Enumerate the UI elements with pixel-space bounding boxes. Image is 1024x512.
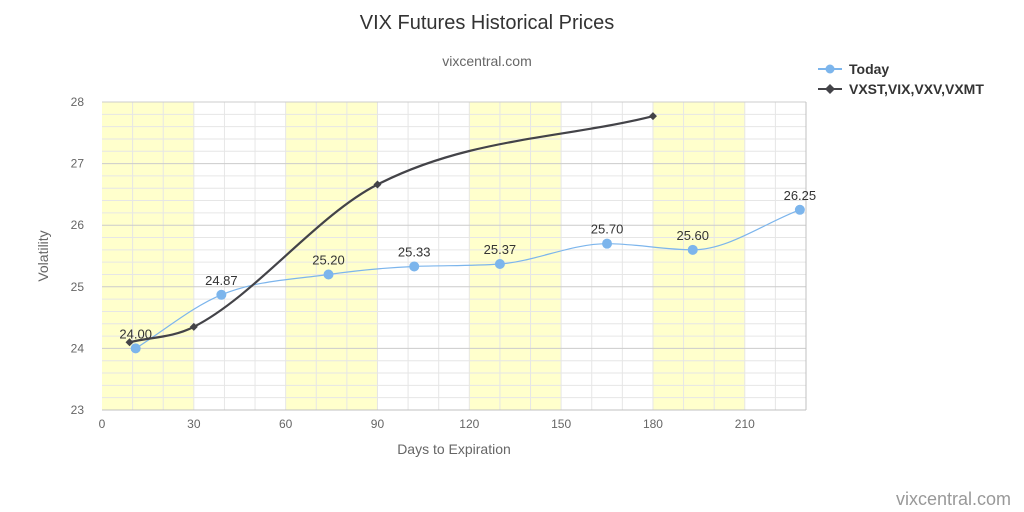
- legend-label-term-structure: VXST,VIX,VXV,VXMT: [849, 81, 984, 97]
- legend-marker-term-structure: [825, 84, 835, 94]
- data-point-today[interactable]: [794, 204, 805, 215]
- legend-label-today: Today: [849, 61, 889, 77]
- tick-labels: 0 30 60 90 120 150 180 210 23 24 25 26 27 28: [71, 95, 755, 431]
- data-label: 25.60: [676, 228, 709, 243]
- data-label: 25.37: [484, 242, 517, 257]
- data-label: 25.20: [312, 252, 345, 267]
- data-labels: 24.00 24.87 25.20 25.33 25.37 25.70 25.60 26.25: [119, 188, 816, 342]
- chart-subtitle: vixcentral.com: [442, 53, 531, 69]
- plot-band: [469, 102, 562, 410]
- x-tick-label: 180: [643, 417, 663, 431]
- data-point-today[interactable]: [602, 238, 613, 249]
- series-line-term-structure: [129, 115, 654, 344]
- plot-band: [285, 102, 378, 410]
- credit-text[interactable]: vixcentral.com: [896, 489, 1011, 509]
- y-tick-label: 27: [71, 157, 85, 171]
- x-tick-label: 210: [735, 417, 755, 431]
- data-point-today[interactable]: [494, 259, 505, 270]
- legend-item-today[interactable]: Today: [818, 61, 889, 77]
- x-tick-label: 60: [279, 417, 293, 431]
- legend-marker-today: [825, 64, 835, 74]
- x-tick-label: 150: [551, 417, 571, 431]
- data-label: 24.87: [205, 273, 238, 288]
- data-point-today[interactable]: [130, 343, 141, 354]
- y-tick-label: 25: [71, 280, 85, 294]
- data-label: 25.70: [591, 222, 624, 237]
- series-layer: [125, 112, 805, 354]
- data-point-term-structure[interactable]: [373, 180, 382, 189]
- y-tick-label: 28: [71, 95, 85, 109]
- chart-title: VIX Futures Historical Prices: [360, 12, 615, 34]
- data-point-today[interactable]: [323, 269, 334, 280]
- legend-item-term-structure[interactable]: VXST,VIX,VXV,VXMT: [818, 81, 984, 97]
- x-tick-label: 30: [187, 417, 201, 431]
- data-label: 24.00: [119, 326, 152, 341]
- data-point-term-structure[interactable]: [648, 112, 657, 121]
- y-tick-label: 23: [71, 403, 85, 417]
- series-line-today: [135, 209, 801, 349]
- plot-band: [102, 102, 194, 410]
- grid-lines: [102, 101, 806, 411]
- data-point-term-structure[interactable]: [189, 322, 198, 331]
- plot-bands: [102, 102, 745, 410]
- x-axis-title: Days to Expiration: [397, 441, 511, 457]
- plot-band: [652, 102, 745, 410]
- axes: [102, 102, 807, 411]
- data-point-today[interactable]: [687, 244, 698, 255]
- data-point-today[interactable]: [216, 289, 227, 300]
- data-label: 25.33: [398, 244, 431, 259]
- x-tick-label: 0: [99, 417, 106, 431]
- data-label: 26.25: [784, 188, 817, 203]
- legend: Today VXST,VIX,VXV,VXMT: [818, 61, 984, 97]
- x-tick-label: 120: [459, 417, 479, 431]
- y-tick-label: 26: [71, 218, 85, 232]
- y-axis-title: Volatility: [35, 230, 51, 281]
- x-tick-label: 90: [371, 417, 385, 431]
- data-point-today[interactable]: [409, 261, 420, 272]
- y-tick-label: 24: [71, 341, 85, 355]
- data-point-term-structure[interactable]: [125, 338, 134, 347]
